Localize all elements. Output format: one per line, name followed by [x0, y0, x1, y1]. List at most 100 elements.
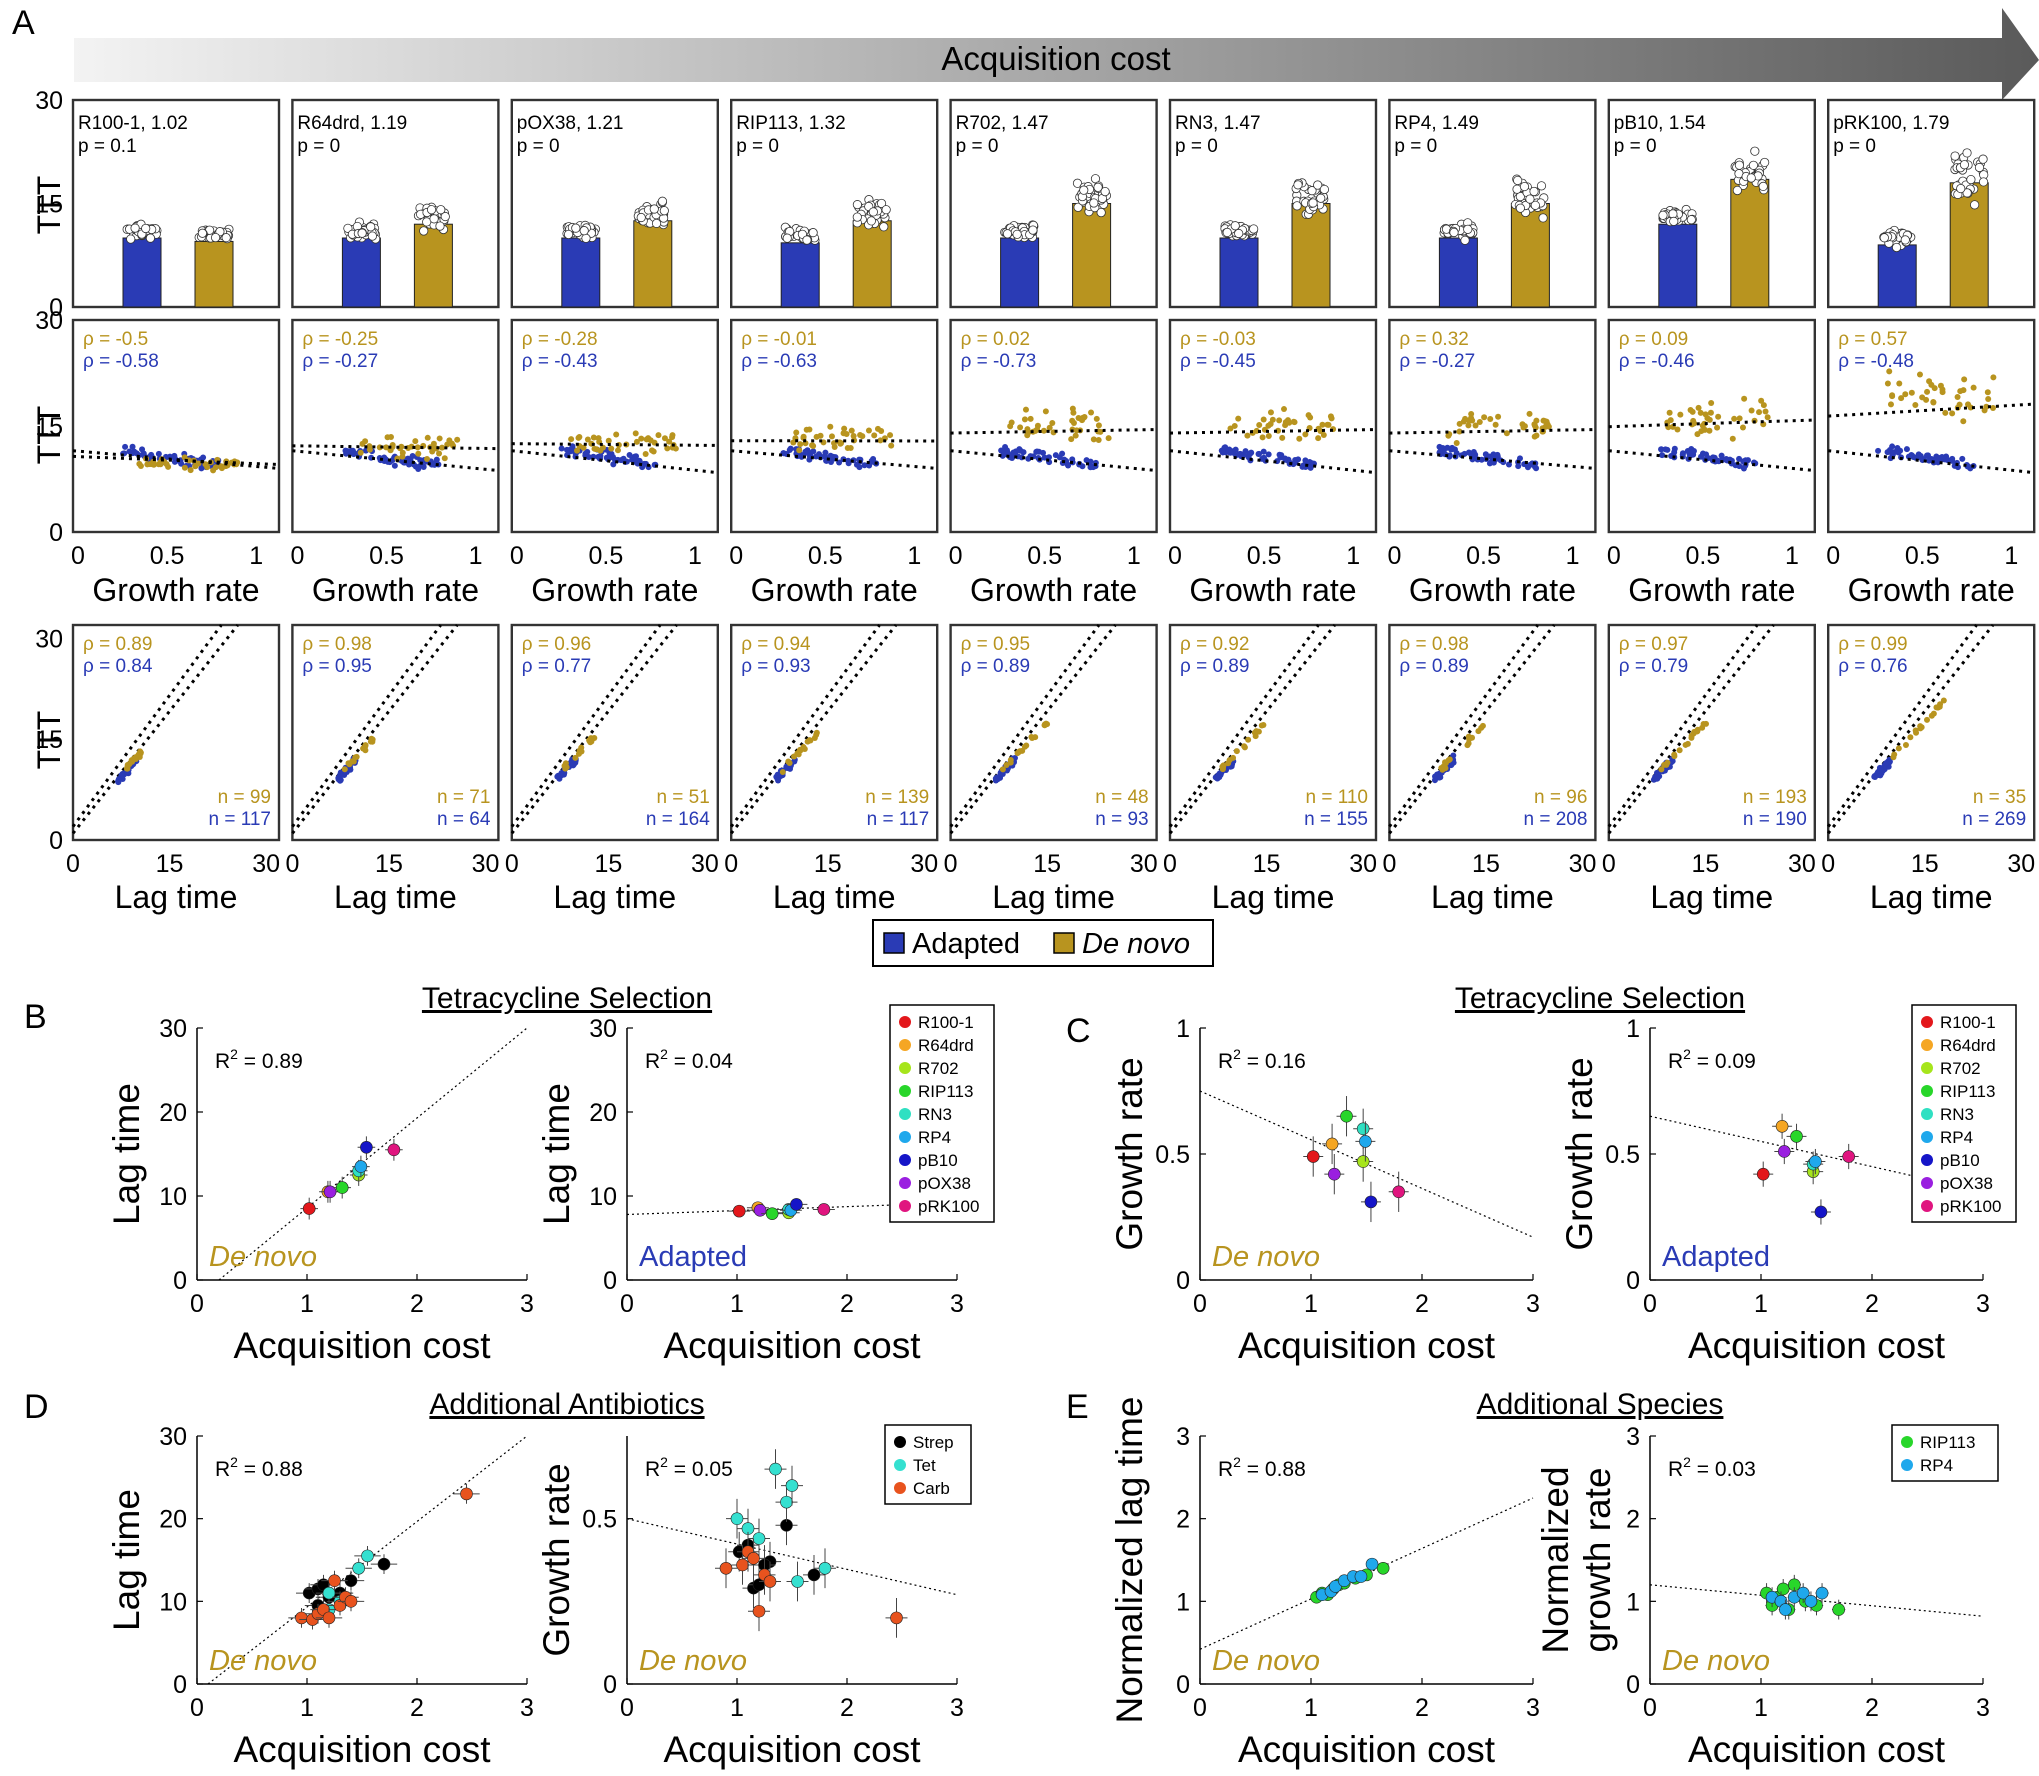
- denovo-sample-dot: [1956, 183, 1966, 194]
- data-point-RP4: [354, 1160, 368, 1173]
- adapted-lag-fit: [1388, 624, 1539, 828]
- data-point-RIP113: [1376, 1561, 1390, 1575]
- denovo-point: [1265, 433, 1272, 440]
- denovo-point: [843, 431, 850, 438]
- condition-note: De novo: [1212, 1241, 1320, 1273]
- legend-plasmids-b: R100-1 R64drd R702 RIP113 RN3 RP4 pB10 pOX38 pRK…: [889, 1004, 995, 1223]
- adapted-lag-point: [1669, 758, 1676, 765]
- denovo-point: [1046, 424, 1053, 431]
- y-tick-label: 20: [589, 1099, 617, 1127]
- denovo-sample-dot: [1538, 213, 1548, 223]
- adapted-lag-point: [775, 777, 782, 784]
- lag-x-tick: 0: [944, 850, 958, 878]
- lag-panel-box: [71, 623, 281, 842]
- title-additional-species: Additional Species: [1477, 1388, 1724, 1421]
- adapted-bar: [1877, 244, 1917, 308]
- lag-x-tick: 0: [1602, 850, 1616, 878]
- denovo-point: [454, 436, 461, 443]
- adapted-point: [1690, 447, 1697, 454]
- denovo-fit-line: [511, 442, 718, 447]
- rho-growth-denovo: ρ = 0.57: [1838, 329, 1907, 350]
- denovo-point: [1049, 420, 1056, 427]
- data-point-Strep: [377, 1557, 391, 1571]
- y-tick-label: 30: [35, 87, 63, 115]
- adapted-point: [1915, 451, 1922, 458]
- legend-marker-RN3: [899, 1108, 911, 1120]
- denovo-lag-point: [1023, 742, 1030, 749]
- data-point-pOX38: [1328, 1167, 1341, 1181]
- data-point-RP4: [1354, 1570, 1368, 1583]
- adapted-point: [558, 445, 565, 452]
- adapted-point: [171, 458, 178, 465]
- denovo-point: [574, 447, 581, 454]
- r-squared-label: R2 = 0.03: [1668, 1454, 1756, 1481]
- rho-growth-denovo: ρ = -0.25: [302, 329, 378, 350]
- legend-label-RIP113: RIP113: [1940, 1082, 1995, 1101]
- denovo-point: [1729, 435, 1736, 442]
- x-tick-label: 0: [620, 1694, 634, 1722]
- denovo-point: [1533, 432, 1540, 439]
- rho-lag-adapted: ρ = 0.95: [302, 656, 371, 677]
- denovo-point: [1042, 408, 1049, 415]
- denovo-lag-point: [1029, 734, 1036, 741]
- r-squared-label: R2 = 0.88: [215, 1454, 303, 1481]
- x-tick-label: 1: [730, 1290, 744, 1318]
- denovo-point: [796, 447, 803, 454]
- legend-marker-RN3: [1921, 1108, 1933, 1120]
- denovo-point: [357, 449, 364, 456]
- denovo-lag-point: [1930, 710, 1937, 717]
- denovo-sample-dot: [651, 218, 662, 228]
- denovo-lag-point: [572, 754, 579, 761]
- denovo-point: [797, 441, 804, 448]
- denovo-lag-point: [587, 735, 594, 742]
- adapted-sample-dot: [1028, 225, 1038, 235]
- growth-x-tick: 0.5: [369, 542, 404, 570]
- growth-panel-box: [1826, 318, 2036, 534]
- denovo-lag-point: [1219, 763, 1226, 770]
- adapted-point: [1219, 448, 1226, 455]
- adapted-point: [610, 461, 617, 468]
- denovo-lag-point: [369, 736, 376, 743]
- denovo-point: [1736, 415, 1743, 422]
- denovo-point: [877, 437, 884, 444]
- denovo-lag-point: [813, 731, 820, 738]
- denovo-point: [1093, 415, 1100, 422]
- data-point-Tet: [769, 1462, 782, 1476]
- y-tick-label: 30: [35, 307, 63, 335]
- denovo-fit-line: [1169, 428, 1377, 435]
- adapted-point: [122, 443, 129, 450]
- adapted-point: [1959, 455, 1966, 462]
- growth-x-label: Growth rate: [312, 572, 479, 608]
- adapted-lag-fit: [510, 624, 662, 828]
- growth-panel-box: [71, 318, 281, 534]
- plasmid-name-label: RN3, 1.47: [1175, 113, 1261, 134]
- y-axis-label: Lag time: [536, 1083, 577, 1225]
- x-tick-label: 1: [300, 1290, 314, 1318]
- data-point-pB10: [1364, 1195, 1378, 1209]
- denovo-point: [1984, 389, 1991, 396]
- y-axis-label: Growth rate: [1559, 1057, 1600, 1250]
- denovo-point: [412, 438, 419, 445]
- denovo-point: [850, 433, 857, 440]
- growth-x-tick: 1: [1566, 542, 1580, 570]
- denovo-point: [655, 432, 662, 439]
- denovo-sample-dot: [1319, 184, 1330, 195]
- x-tick-label: 2: [1865, 1694, 1879, 1722]
- adapted-point: [417, 457, 424, 464]
- adapted-point: [391, 462, 398, 469]
- x-tick-label: 3: [1526, 1694, 1540, 1722]
- denovo-sample-dot: [1962, 188, 1972, 198]
- adapted-lag-point: [992, 775, 999, 782]
- y-tick-label: 2: [1176, 1506, 1190, 1534]
- denovo-sample-dot: [426, 205, 437, 215]
- denovo-sample-dot: [1978, 154, 1988, 164]
- denovo-sample-dot: [419, 226, 429, 236]
- chart-C-adapted: 0 1 2 3 0 0.5 1 R2 = 0.09 Adapted Acquisition cos…: [1559, 1015, 1990, 1366]
- adapted-lag-point: [115, 779, 122, 786]
- lag-x-tick: 15: [594, 850, 622, 878]
- denovo-point: [1924, 388, 1931, 395]
- denovo-point: [137, 462, 144, 469]
- denovo-lag-point: [1917, 725, 1924, 732]
- denovo-sample-dot: [1950, 151, 1960, 161]
